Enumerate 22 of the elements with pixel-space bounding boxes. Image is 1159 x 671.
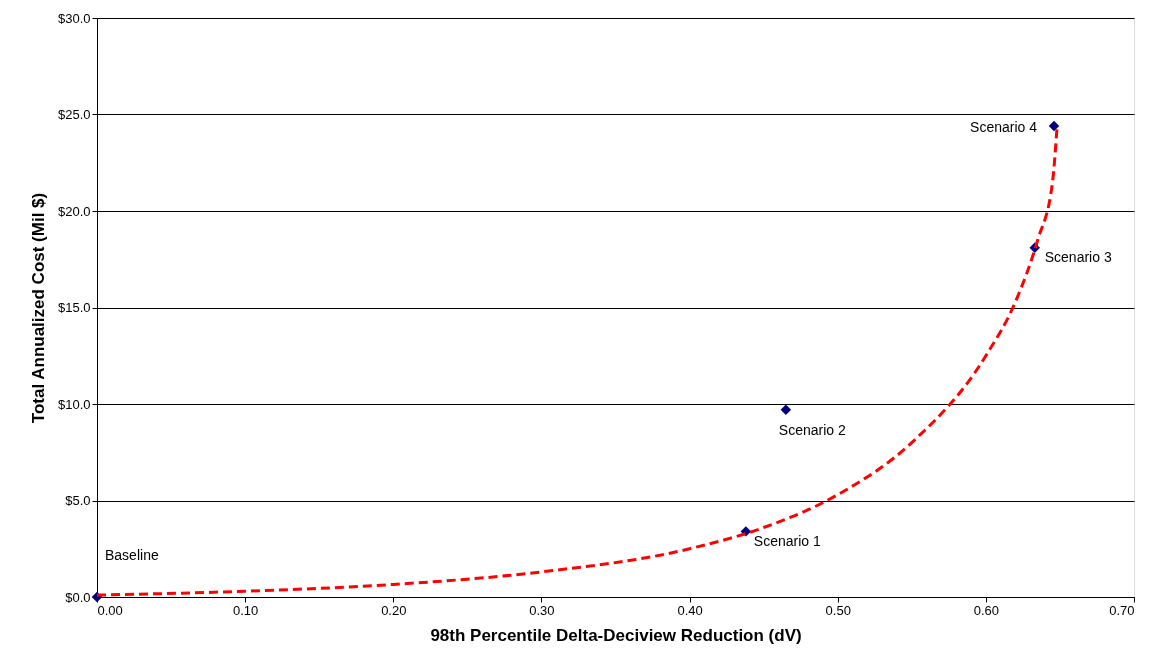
- y-tick-label: $10.0: [57, 396, 91, 412]
- x-tick-label: 0.60: [973, 602, 1000, 618]
- y-axis-title: Total Annualized Cost (Mil $): [28, 192, 48, 424]
- annotation: Scenario 4: [970, 119, 1038, 136]
- x-tick-label: 0.20: [381, 602, 407, 618]
- x-tick-label: 0.00: [97, 602, 123, 618]
- y-tick-label: $15.0: [57, 300, 91, 315]
- x-axis-title: 98th Percentile Delta-Deciview Reduction (dV): [430, 625, 802, 645]
- x-tick-label: 0.30: [529, 602, 555, 618]
- x-tick-label: 0.50: [825, 602, 851, 618]
- x-tick-label: 0.70: [1109, 602, 1135, 618]
- y-tick-label: $30.0: [57, 10, 91, 26]
- annotation: Scenario 3: [1044, 248, 1112, 265]
- y-tick-label: $0.0: [65, 589, 91, 605]
- x-tick-label: 0.40: [677, 602, 703, 618]
- x-tick-label: 0.10: [232, 602, 259, 618]
- y-tick-label: $25.0: [57, 107, 91, 122]
- annotation: Baseline: [105, 547, 159, 563]
- y-tick-label: $5.0: [65, 493, 91, 508]
- y-tick-label: $20.0: [57, 203, 91, 219]
- annotation: Scenario 1: [753, 533, 822, 550]
- annotation: Scenario 2: [778, 421, 847, 438]
